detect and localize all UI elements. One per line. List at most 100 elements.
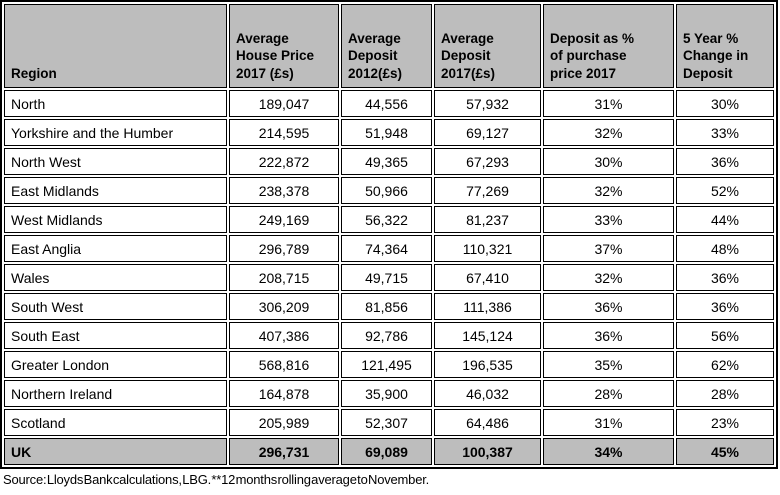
value-cell: 36% [676,148,774,175]
value-cell: 49,365 [341,148,432,175]
table-row: West Midlands 249,169 56,322 81,237 33% 44% [4,206,774,233]
header-avg-deposit-2017: Average Deposit 2017(£s) [434,4,541,88]
value-cell: 36% [543,293,674,320]
region-cell: North West [4,148,227,175]
value-cell: 23% [676,409,774,436]
value-cell: 36% [676,293,774,320]
value-cell: 28% [543,380,674,407]
table-row: South East 407,386 92,786 145,124 36% 56% [4,322,774,349]
value-cell: 189,047 [229,90,339,117]
header-region: Region [4,4,227,88]
value-cell: 51,948 [341,119,432,146]
value-cell: 164,878 [229,380,339,407]
region-cell: Yorkshire and the Humber [4,119,227,146]
value-cell: 249,169 [229,206,339,233]
value-cell: 30% [543,148,674,175]
value-cell: 121,495 [341,351,432,378]
value-cell: 407,386 [229,322,339,349]
value-cell: 35,900 [341,380,432,407]
value-cell: 45% [676,438,774,465]
value-cell: 56,322 [341,206,432,233]
value-cell: 31% [543,409,674,436]
region-cell: South East [4,322,227,349]
value-cell: 77,269 [434,177,541,204]
header-5yr-pct-change-deposit: 5 Year % Change in Deposit [676,4,774,88]
table-row: North 189,047 44,556 57,932 31% 30% [4,90,774,117]
value-cell: 32% [543,119,674,146]
value-cell: 32% [543,264,674,291]
value-cell: 238,378 [229,177,339,204]
value-cell: 33% [676,119,774,146]
table-row: East Anglia 296,789 74,364 110,321 37% 48% [4,235,774,262]
region-cell: West Midlands [4,206,227,233]
value-cell: 74,364 [341,235,432,262]
region-cell: South West [4,293,227,320]
header-deposit-pct-purchase-2017: Deposit as % of purchase price 2017 [543,4,674,88]
value-cell: 62% [676,351,774,378]
value-cell: 44% [676,206,774,233]
value-cell: 30% [676,90,774,117]
value-cell: 81,237 [434,206,541,233]
value-cell: 56% [676,322,774,349]
table-row-total: UK 296,731 69,089 100,387 34% 45% [4,438,774,465]
table-body: North 189,047 44,556 57,932 31% 30% Yorkshire … [4,90,774,465]
value-cell: 35% [543,351,674,378]
value-cell: 36% [676,264,774,291]
value-cell: 214,595 [229,119,339,146]
value-cell: 33% [543,206,674,233]
value-cell: 52% [676,177,774,204]
region-cell: East Midlands [4,177,227,204]
table-header-row: Region Average House Price 2017 (£s) Ave… [4,4,774,88]
region-cell: Wales [4,264,227,291]
value-cell: 57,932 [434,90,541,117]
value-cell: 31% [543,90,674,117]
value-cell: 36% [543,322,674,349]
header-avg-house-price-2017: Average House Price 2017 (£s) [229,4,339,88]
region-cell: East Anglia [4,235,227,262]
table-row: Northern Ireland 164,878 35,900 46,032 28% 28… [4,380,774,407]
value-cell: 46,032 [434,380,541,407]
region-cell: UK [4,438,227,465]
value-cell: 100,387 [434,438,541,465]
value-cell: 52,307 [341,409,432,436]
value-cell: 296,789 [229,235,339,262]
table-row: Yorkshire and the Humber 214,595 51,948 69,… [4,119,774,146]
value-cell: 67,410 [434,264,541,291]
value-cell: 69,089 [341,438,432,465]
value-cell: 32% [543,177,674,204]
value-cell: 222,872 [229,148,339,175]
value-cell: 37% [543,235,674,262]
value-cell: 205,989 [229,409,339,436]
value-cell: 48% [676,235,774,262]
source-note: Source: Lloyds Bank calculations, LBG. *… [3,472,430,487]
table-row: Greater London 568,816 121,495 196,535 35% 62… [4,351,774,378]
region-cell: Scotland [4,409,227,436]
table-row: Scotland 205,989 52,307 64,486 31% 23% [4,409,774,436]
region-cell: Northern Ireland [4,380,227,407]
value-cell: 110,321 [434,235,541,262]
value-cell: 145,124 [434,322,541,349]
value-cell: 49,715 [341,264,432,291]
table-row: South West 306,209 81,856 111,386 36% 36% [4,293,774,320]
value-cell: 111,386 [434,293,541,320]
value-cell: 208,715 [229,264,339,291]
table-row: Wales 208,715 49,715 67,410 32% 36% [4,264,774,291]
value-cell: 44,556 [341,90,432,117]
value-cell: 28% [676,380,774,407]
value-cell: 81,856 [341,293,432,320]
value-cell: 50,966 [341,177,432,204]
value-cell: 64,486 [434,409,541,436]
table-row: North West 222,872 49,365 67,293 30% 36% [4,148,774,175]
value-cell: 196,535 [434,351,541,378]
header-avg-deposit-2012: Average Deposit 2012(£s) [341,4,432,88]
value-cell: 67,293 [434,148,541,175]
value-cell: 34% [543,438,674,465]
value-cell: 306,209 [229,293,339,320]
value-cell: 296,731 [229,438,339,465]
region-cell: North [4,90,227,117]
house-price-deposit-table: Region Average House Price 2017 (£s) Ave… [0,0,778,469]
table-row: East Midlands 238,378 50,966 77,269 32% 52% [4,177,774,204]
value-cell: 568,816 [229,351,339,378]
value-cell: 69,127 [434,119,541,146]
